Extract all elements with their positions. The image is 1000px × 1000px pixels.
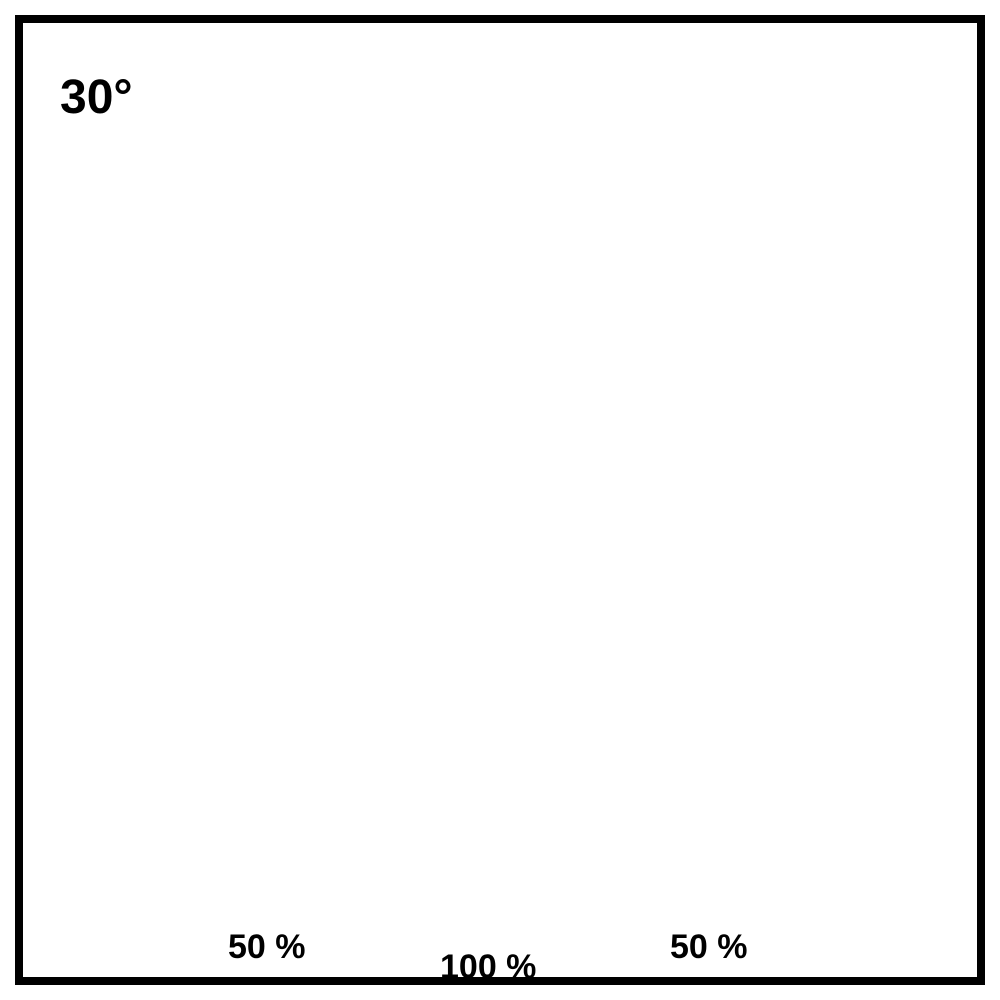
outer-frame: [15, 15, 985, 985]
percent-left: 50 %: [228, 928, 306, 967]
beam-angle-label: 30°: [60, 70, 133, 125]
percent-center: 100 %: [440, 948, 536, 987]
percent-right: 50 %: [670, 928, 748, 967]
